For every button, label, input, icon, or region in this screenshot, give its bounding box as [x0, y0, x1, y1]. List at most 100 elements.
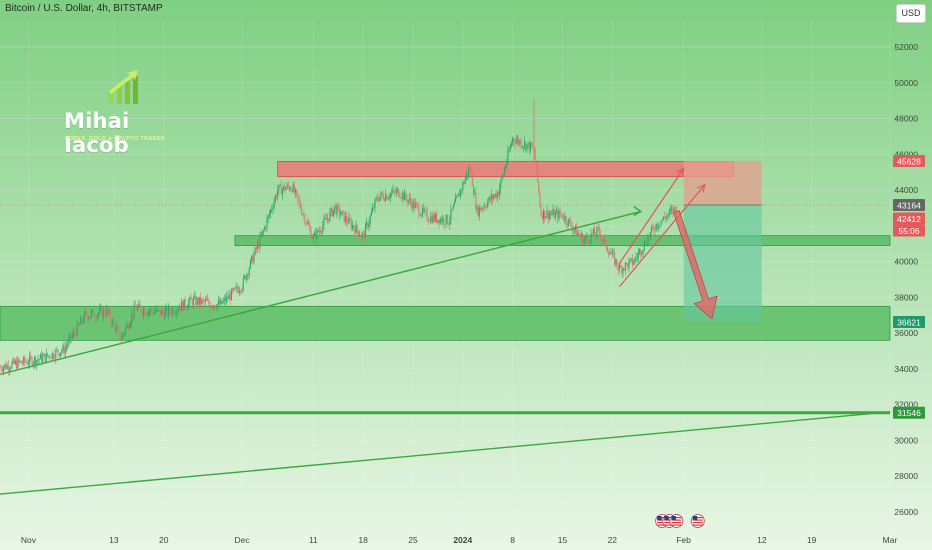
candle-up [176, 310, 178, 314]
candle-up [668, 210, 670, 215]
short-position[interactable] [683, 160, 762, 323]
x-tick-label: 18 [358, 535, 368, 545]
x-axis[interactable]: Nov 13 20 Dec 11 18 25 2024 8 15 22 Feb 12 19 Mar [21, 535, 898, 545]
support-zone [234, 235, 891, 246]
candle-up [546, 210, 548, 217]
candle-down [470, 168, 472, 173]
candle-up [131, 313, 133, 323]
y-tick-label: 28000 [894, 471, 918, 481]
candle-up [370, 211, 372, 216]
candle-up [128, 326, 130, 329]
candle-down [417, 204, 419, 206]
candle-up [61, 350, 63, 353]
candle-down [195, 296, 197, 305]
x-tick-label: 11 [309, 535, 318, 545]
candle-up [395, 190, 397, 194]
candle-up [361, 233, 363, 237]
candle-up [271, 209, 273, 211]
candle-down [215, 307, 217, 309]
candle-down [338, 207, 340, 216]
candle-up [241, 288, 243, 292]
candle-up [73, 331, 75, 336]
candle-down [675, 208, 677, 213]
price-label-box [893, 154, 925, 167]
y-tick-label: 36000 [894, 328, 918, 338]
candle-up [615, 259, 617, 265]
candle-down [547, 210, 549, 219]
candle-down [602, 239, 604, 241]
candle-down [113, 320, 115, 324]
candle-down [116, 326, 118, 328]
candle-up [573, 229, 575, 231]
candle-up [96, 314, 98, 319]
candle-down [184, 299, 186, 308]
candle-up [452, 205, 454, 210]
candle-down [304, 215, 306, 224]
flag-stripe [664, 517, 675, 519]
candle-down [298, 199, 300, 202]
candle-down [30, 355, 32, 358]
flag-stripe [692, 519, 703, 521]
candle-down [293, 184, 295, 193]
candle-up [639, 249, 641, 253]
candle-up [267, 215, 269, 219]
candle-up [3, 367, 5, 372]
candle-up [488, 197, 490, 202]
candle-down [162, 310, 164, 314]
y-axis[interactable]: 5200050000480004600044000420004000038000… [894, 42, 918, 517]
candle-up [80, 317, 82, 325]
candle-down [561, 214, 563, 218]
channel-arrowhead [676, 167, 685, 177]
currency-button[interactable]: USD [896, 4, 926, 23]
candle-up [430, 216, 432, 222]
candle-up [374, 199, 376, 209]
candle-up [79, 324, 81, 326]
us-flag-icon[interactable] [690, 514, 705, 528]
candle-down [349, 217, 351, 221]
candle-up [210, 306, 212, 308]
candle-up [564, 216, 566, 221]
candle-up [437, 219, 439, 223]
candle-down [418, 205, 420, 215]
candle-up [442, 217, 444, 223]
candle-down [448, 223, 450, 225]
us-flag-icon[interactable] [669, 514, 684, 528]
price-label-text: 31546 [897, 408, 921, 418]
candle-up [272, 208, 274, 210]
candle-up [71, 335, 73, 339]
flag-stripe [664, 522, 675, 524]
candle-up [243, 276, 245, 278]
candle-down [423, 207, 425, 212]
candle-up [510, 143, 512, 147]
candle-down [440, 218, 442, 223]
candle-up [90, 311, 92, 317]
flag-stripe [692, 522, 703, 524]
candle-down [381, 192, 383, 196]
candle-up [102, 309, 104, 317]
candle-down [70, 334, 72, 339]
candle-down [607, 248, 609, 252]
candle-down [291, 189, 293, 192]
candle-up [89, 316, 91, 318]
candle-up [235, 286, 237, 289]
candle-down [52, 352, 54, 358]
candle-down [134, 305, 136, 308]
candle-up [412, 201, 414, 209]
candle-down [87, 315, 89, 320]
event-markers[interactable] [655, 514, 705, 528]
candle-up [324, 218, 326, 219]
candle-down [185, 307, 187, 308]
price-label-box [893, 199, 925, 212]
candle-down [7, 364, 9, 371]
y-tick-label: 52000 [894, 42, 918, 52]
candle-up [340, 214, 342, 216]
candle-down [579, 234, 581, 237]
candle-up [188, 301, 190, 308]
candle-down [46, 353, 48, 357]
candle-down [513, 137, 515, 142]
candle-down [394, 191, 396, 194]
candle-up [596, 227, 598, 236]
candle-down [41, 354, 43, 363]
price-label-box [893, 212, 925, 225]
